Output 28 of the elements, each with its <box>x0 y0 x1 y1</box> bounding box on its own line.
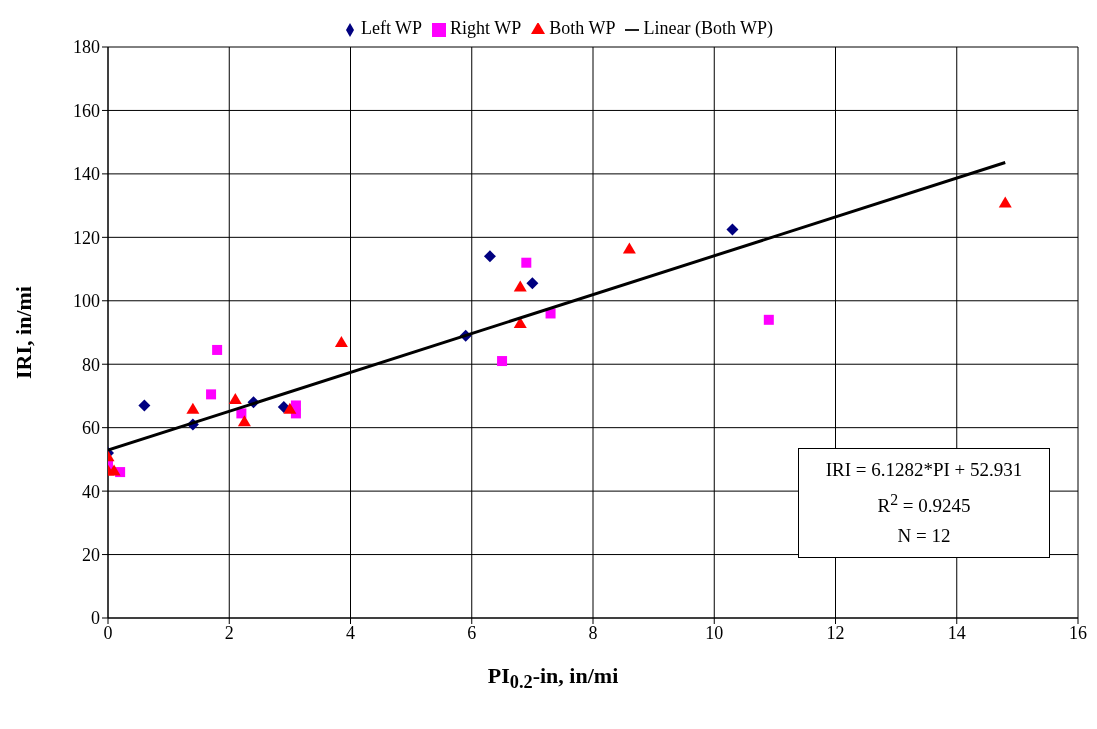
legend-label: Left WP <box>360 18 423 38</box>
x-tick-label: 0 <box>103 622 113 643</box>
x-tick-label: 14 <box>947 622 966 643</box>
annotation: R$^{2}$ = 0.9245 <box>876 490 972 519</box>
y-axis-title: IRI, in/mi <box>10 286 36 379</box>
legend-label: Linear (Both WP) <box>643 18 774 38</box>
y-tick-label: 180 <box>73 37 100 58</box>
y-tick-label: 60 <box>82 418 100 439</box>
x-tick-label: 10 <box>705 622 724 643</box>
y-tick-label: 20 <box>82 544 100 565</box>
annotation: N = 12 <box>896 524 952 549</box>
annotation: IRI = 6.1282*PI + 52.931 <box>824 458 1024 482</box>
x-tick-label: 6 <box>467 622 477 643</box>
y-tick-label: 100 <box>73 291 100 312</box>
y-tick-label: 0 <box>91 608 100 629</box>
y-tick-label: 140 <box>73 164 100 185</box>
x-axis-title: PI$_{0.2}$-in, in/mi <box>486 663 620 694</box>
x-tick-label: 4 <box>346 622 355 643</box>
y-tick-label: 160 <box>73 100 100 121</box>
x-tick-label: 8 <box>588 622 598 643</box>
y-tick-label: 80 <box>82 354 100 375</box>
legend-label: Both WP <box>549 18 616 38</box>
legend-label: Right WP <box>450 18 522 38</box>
y-tick-label: 120 <box>73 227 100 248</box>
y-tick-label: 40 <box>82 481 100 502</box>
x-tick-label: 12 <box>826 622 845 643</box>
x-tick-label: 16 <box>1069 622 1087 643</box>
x-tick-label: 2 <box>224 622 234 643</box>
